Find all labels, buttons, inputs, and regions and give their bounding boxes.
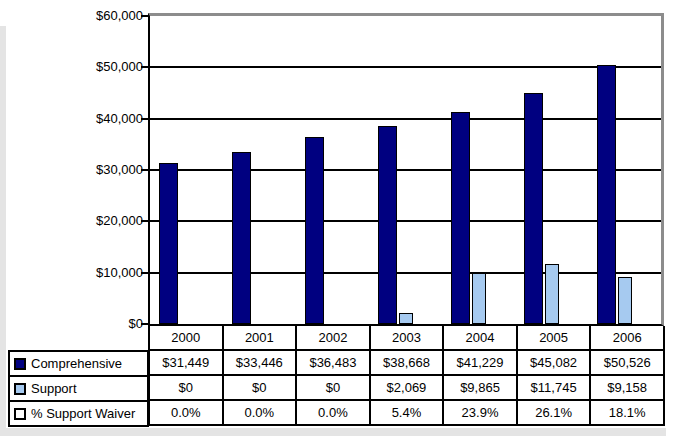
value-cell-comprehensive-2001: $33,446 [223, 350, 297, 375]
value-cell-support-2005: $11,745 [517, 375, 591, 400]
legend-label: % Support Waiver [31, 406, 135, 421]
value-cell-support-waiver-2006: 18.1% [590, 400, 664, 425]
value-cell-support-2000: $0 [149, 375, 223, 400]
value-cell-support-waiver-2002: 0.0% [296, 400, 370, 425]
legend-row-support-waiver: % Support Waiver [9, 401, 148, 426]
y-axis-label: $10,000 [96, 265, 143, 281]
year-cell-2001: 2001 [223, 326, 297, 350]
bar-support-2004 [472, 273, 486, 324]
legend-column: Comprehensive Support % Support Waiver [8, 350, 149, 427]
legend-cell-support: Support [9, 376, 148, 401]
value-cell-comprehensive-2002: $36,483 [296, 350, 370, 375]
series-row-support: $0$0$0$2,069$9,865$11,745$9,158 [149, 375, 664, 400]
y-axis-label: $30,000 [96, 162, 143, 178]
year-cell-2003: 2003 [370, 326, 444, 350]
legend-row-support: Support [9, 376, 148, 401]
legend-label: Comprehensive [31, 356, 122, 371]
gridline [150, 118, 661, 120]
value-cell-support-2001: $0 [223, 375, 297, 400]
legend-label: Support [31, 381, 77, 396]
legend-cell-comprehensive: Comprehensive [9, 351, 148, 376]
value-cell-support-waiver-2003: 5.4% [370, 400, 444, 425]
legend-key-icon [14, 383, 26, 395]
bar-comprehensive-2004 [451, 112, 470, 324]
value-cell-support-2003: $2,069 [370, 375, 444, 400]
bar-comprehensive-2003 [378, 126, 397, 324]
value-cell-support-2002: $0 [296, 375, 370, 400]
year-cell-2005: 2005 [517, 326, 591, 350]
gridline [150, 220, 661, 222]
page-edge-left [0, 26, 6, 436]
value-cell-support-waiver-2004: 23.9% [443, 400, 517, 425]
value-cell-comprehensive-2006: $50,526 [590, 350, 664, 375]
legend-row-comprehensive: Comprehensive [9, 351, 148, 376]
data-table: 2000200120022003200420052006$31,449$33,4… [148, 326, 665, 426]
year-cell-2000: 2000 [149, 326, 223, 350]
gridline [150, 169, 661, 171]
chart-canvas: $0 $10,000 $20,000 $30,000 $40,000 $50,000 $60… [0, 0, 674, 436]
series-row-support-waiver: 0.0%0.0%0.0%5.4%23.9%26.1%18.1% [149, 400, 664, 425]
bar-comprehensive-2005 [524, 93, 543, 324]
value-cell-comprehensive-2000: $31,449 [149, 350, 223, 375]
value-cell-support-waiver-2005: 26.1% [517, 400, 591, 425]
value-cell-support-waiver-2001: 0.0% [223, 400, 297, 425]
page-edge-bottom [0, 428, 666, 436]
value-cell-comprehensive-2005: $45,082 [517, 350, 591, 375]
legend-cell-support-waiver: % Support Waiver [9, 401, 148, 426]
bar-support-2003 [399, 313, 413, 324]
bar-comprehensive-2002 [305, 137, 324, 324]
y-axis-label: $20,000 [96, 213, 143, 229]
value-cell-comprehensive-2004: $41,229 [443, 350, 517, 375]
y-axis-label: $60,000 [96, 8, 143, 24]
year-cell-2004: 2004 [443, 326, 517, 350]
bar-support-2005 [545, 264, 559, 324]
year-cell-2002: 2002 [296, 326, 370, 350]
value-cell-support-waiver-2000: 0.0% [149, 400, 223, 425]
year-header-row: 2000200120022003200420052006 [149, 326, 664, 350]
y-axis-label: $50,000 [96, 59, 143, 75]
legend-key-icon [14, 358, 26, 370]
plot-area [148, 13, 664, 326]
value-cell-support-2004: $9,865 [443, 375, 517, 400]
y-axis-label: $40,000 [96, 111, 143, 127]
year-cell-2006: 2006 [590, 326, 664, 350]
legend-key-icon [14, 408, 26, 420]
value-cell-support-2006: $9,158 [590, 375, 664, 400]
bar-comprehensive-2000 [159, 163, 178, 324]
bar-comprehensive-2006 [597, 65, 616, 324]
gridline [150, 66, 661, 68]
bar-comprehensive-2001 [232, 152, 251, 324]
series-row-comprehensive: $31,449$33,446$36,483$38,668$41,229$45,0… [149, 350, 664, 375]
bar-support-2006 [618, 277, 632, 324]
gridline [150, 272, 661, 274]
value-cell-comprehensive-2003: $38,668 [370, 350, 444, 375]
